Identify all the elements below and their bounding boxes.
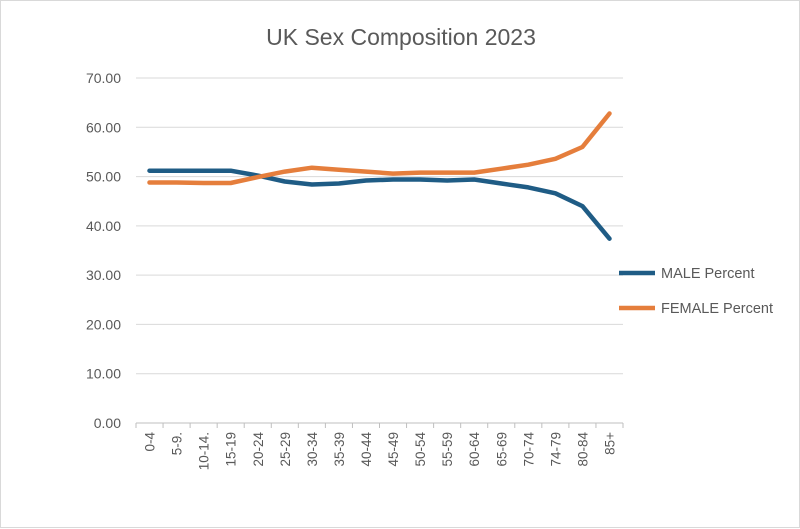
x-tick-label: 35-39 [332,432,347,467]
x-tick-label: 60-64 [467,432,482,467]
x-tick-label: 70-74 [521,432,536,467]
x-tick-label: 45-49 [386,432,401,467]
x-tick-label: 0-4 [143,432,158,452]
x-tick-label: 30-34 [305,432,320,467]
x-tick-label: 80-84 [575,432,590,467]
gridlines [136,77,623,424]
y-tick-label: 70.00 [86,70,121,86]
series-lines [147,111,612,241]
x-tick-label: 10-14. [197,432,212,470]
x-tick-label: 50-54 [413,432,428,467]
x-tick-label: 15-19 [224,432,239,467]
y-tick-label: 20.00 [86,316,121,332]
legend: MALE Percent FEMALE Percent [619,266,773,317]
y-tick-label: 0.00 [94,415,121,431]
series-line-male [147,168,612,241]
y-tick-label: 10.00 [86,366,121,382]
x-tick-label: 5-9. [170,432,185,455]
x-axis-ticks: 0-4 5-9. 10-14. 15-19 20-24 25-29 30-34 35-39 40… [135,423,624,470]
x-tick-label: 55-59 [440,432,455,467]
legend-label: MALE Percent [661,266,755,282]
y-tick-label: 40.00 [86,218,121,234]
y-axis-ticks: 0.00 10.00 20.00 30.00 40.00 50.00 60.00 70.00 [86,70,121,431]
series-line-female [147,111,612,186]
x-tick-label: 40-44 [359,432,374,467]
y-tick-label: 50.00 [86,169,121,185]
chart-title: UK Sex Composition 2023 [266,24,536,50]
y-tick-label: 60.00 [86,119,121,135]
x-tick-label: 20-24 [251,432,266,467]
x-tick-label: 65-69 [494,432,509,467]
x-tick-label: 74-79 [548,432,563,467]
x-tick-label: 25-29 [278,432,293,467]
x-tick-label: 85+ [602,432,617,455]
legend-label: FEMALE Percent [661,301,773,317]
y-tick-label: 30.00 [86,267,121,283]
